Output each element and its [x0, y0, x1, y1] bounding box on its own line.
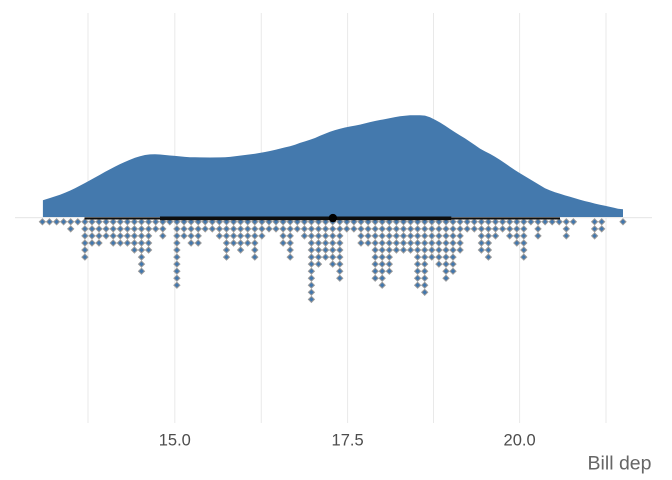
svg-text:20.0: 20.0 — [504, 432, 536, 450]
svg-text:17.5: 17.5 — [332, 432, 364, 450]
svg-text:15.0: 15.0 — [159, 432, 191, 450]
svg-text:Bill dep: Bill dep — [588, 453, 652, 475]
